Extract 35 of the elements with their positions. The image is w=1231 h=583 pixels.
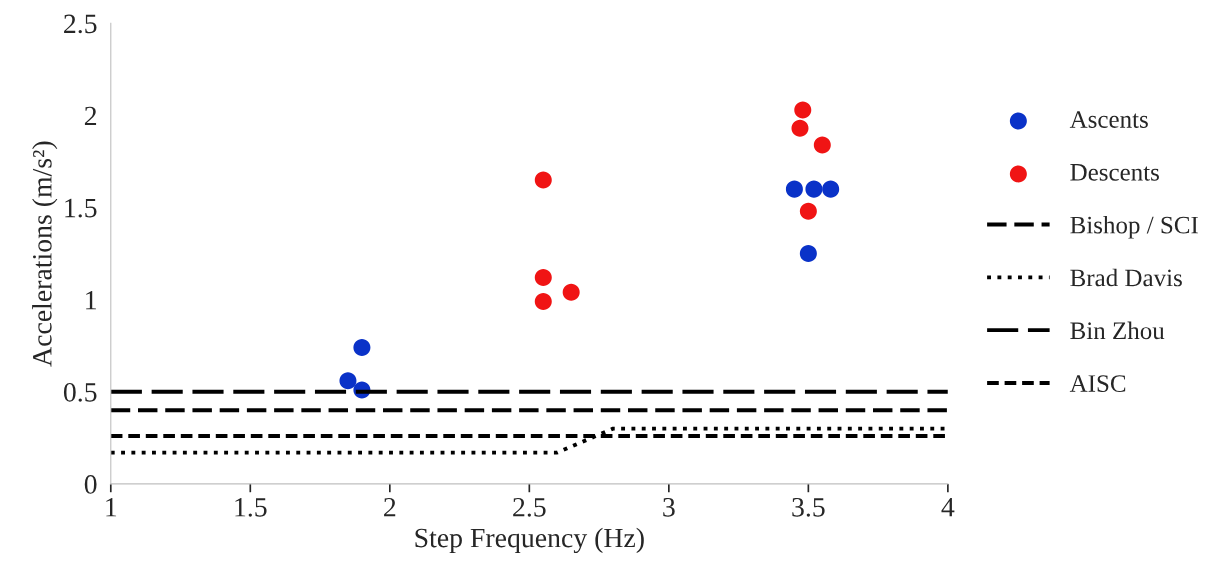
point [799, 245, 817, 263]
point [813, 136, 831, 154]
y-tick-label: 0 [84, 475, 97, 494]
x-tick-label: 1.5 [235, 498, 267, 517]
x-tick-label: 2 [384, 497, 396, 517]
point [805, 180, 823, 198]
legend-label: Bishop / SCI [1070, 215, 1198, 239]
y-tick-label: 2 [84, 106, 97, 126]
point [791, 119, 809, 137]
y-tick-label: 1.5 [65, 198, 97, 218]
legend-label: Descents [1070, 164, 1159, 181]
point [785, 180, 803, 198]
y-tick-label: 0.5 [63, 382, 97, 402]
x-tick-label: 3 [663, 497, 675, 517]
point [353, 339, 371, 357]
point [799, 202, 817, 220]
y-tick-label: 2.5 [64, 14, 97, 34]
x-tick-label: 3.5 [792, 497, 825, 517]
x-tick-label: 1 [106, 498, 117, 517]
legend-label: Bin Zhou [1070, 321, 1165, 340]
point [534, 171, 552, 189]
x-axis-title: Step Frequency (Hz) [415, 527, 644, 554]
x-tick-label: 2.5 [513, 497, 546, 517]
legend-label: AISC [1069, 375, 1126, 392]
y-tick-label: 1 [86, 290, 96, 310]
point [822, 180, 840, 198]
point [339, 372, 357, 390]
legend-label: Brad Davis [1070, 268, 1182, 287]
y-axis-title: Accelerations (m/s²) [32, 141, 58, 367]
legend-label: Ascents [1069, 111, 1148, 128]
point [794, 101, 812, 119]
point [534, 293, 552, 311]
point [562, 283, 580, 301]
x-tick-label: 4 [941, 498, 955, 517]
point [534, 269, 552, 287]
